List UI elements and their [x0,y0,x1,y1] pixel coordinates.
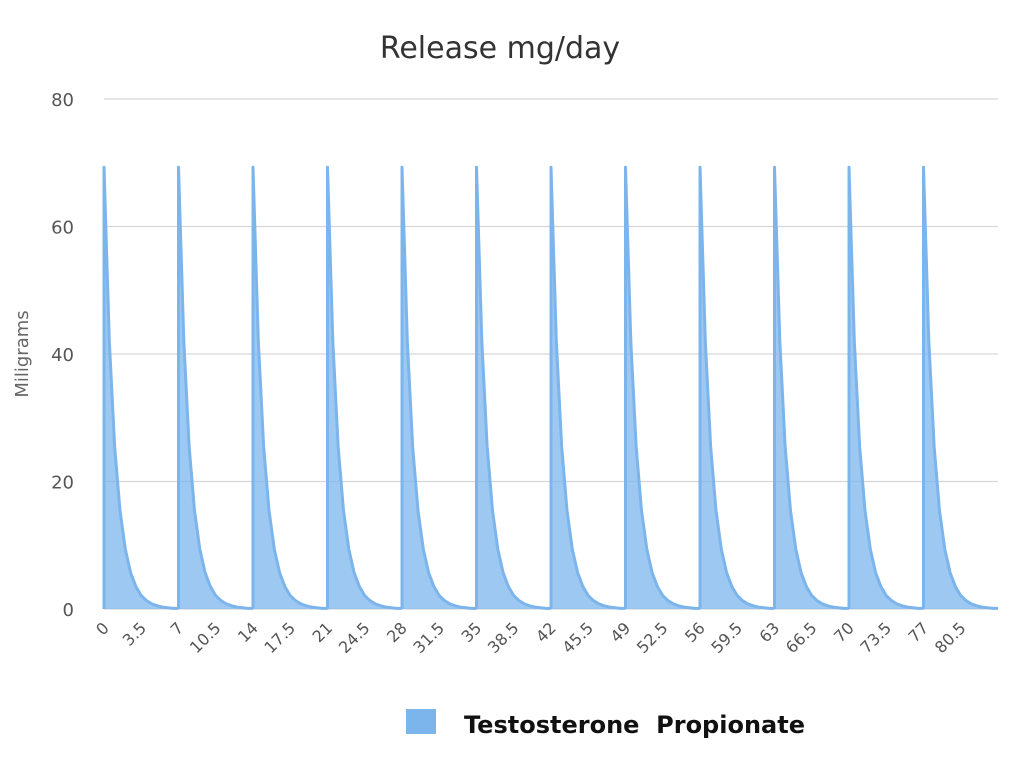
x-tick-label: 70 [830,618,858,646]
series-area-cycle-5 [476,167,551,609]
x-tick-label: 14 [234,618,262,646]
series-area-cycle-7 [625,167,700,609]
series-area-cycle-11 [923,167,998,609]
series-line-cycle-0 [102,165,179,610]
series-line-cycle-10 [847,165,924,610]
y-tick-label: 40 [51,345,74,366]
series-area-cycle-3 [327,167,402,609]
x-tick-label: 10.5 [186,618,225,657]
y-tick-label: 0 [63,600,74,621]
series-line-cycle-6 [549,165,626,610]
x-tick-label: 73.5 [856,618,895,657]
series-line-cycle-7 [624,165,700,610]
x-tick-label: 35 [457,618,485,646]
series-area-cycle-6 [551,167,626,609]
x-tick-label: 17.5 [260,618,299,657]
series-line-cycle-3 [326,165,402,610]
x-tick-label: 52.5 [633,618,672,657]
series-line-cycle-5 [475,165,551,610]
series-line-cycle-8 [698,165,775,610]
legend-swatch[interactable] [406,709,436,734]
series-area-cycle-1 [178,167,253,609]
x-tick-label: 42 [532,618,560,646]
x-tick-label: 0 [92,618,113,639]
y-tick-label: 20 [51,473,74,494]
series-layer [102,165,998,610]
x-tick-label: 59.5 [707,618,746,657]
series-area-cycle-0 [104,167,179,609]
y-axis-label: Miligrams [12,310,33,397]
x-tick-label: 7 [167,618,188,639]
x-tick-label: 21 [308,618,336,646]
series-line-cycle-1 [177,165,253,610]
series-line-cycle-4 [400,165,477,610]
series-line-cycle-2 [251,165,328,610]
x-tick-label: 80.5 [931,618,970,657]
series-area-cycle-2 [253,167,328,609]
y-tick-label: 80 [51,90,74,111]
x-tick-label: 66.5 [782,618,821,657]
y-tick-label: 60 [51,218,74,239]
series-line-cycle-11 [922,165,998,610]
series-testosterone-propionate[interactable] [102,165,998,610]
x-tick-label: 3.5 [119,618,150,649]
chart-title: Release mg/day [380,31,620,66]
x-tick-label: 45.5 [558,618,597,657]
x-tick-label: 63 [755,618,783,646]
series-line-cycle-9 [773,165,849,610]
x-tick-label: 77 [904,618,932,646]
x-tick-label: 24.5 [335,618,374,657]
x-tick-label: 28 [383,618,411,646]
legend[interactable]: Testosterone Propionate [406,709,805,739]
series-area-cycle-9 [774,167,849,609]
x-tick-label: 31.5 [409,618,448,657]
y-tick-labels: 0 20 40 60 80 [51,90,74,621]
legend-label[interactable]: Testosterone Propionate [464,711,805,739]
series-area-cycle-10 [849,167,924,609]
x-tick-label: 38.5 [484,618,523,657]
x-tick-label: 56 [681,618,709,646]
x-tick-label: 49 [606,618,634,646]
series-area-cycle-4 [402,167,477,609]
series-area-cycle-8 [700,167,775,609]
